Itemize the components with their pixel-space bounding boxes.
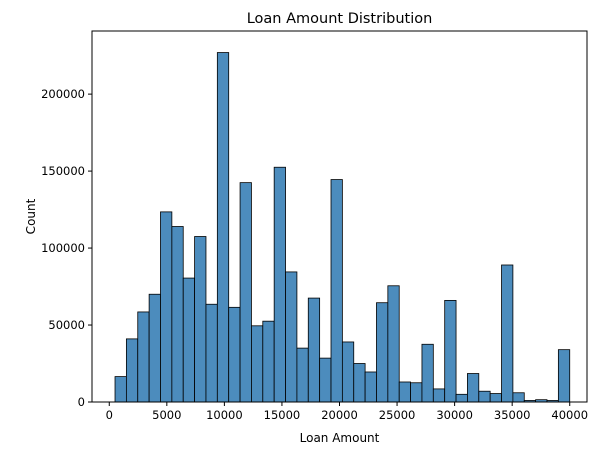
histogram-bar [182, 277, 195, 403]
histogram-bar [353, 363, 366, 403]
histogram-bar [239, 182, 252, 403]
histogram-bar [398, 381, 411, 403]
histogram-bar [557, 349, 571, 403]
histogram-bar [194, 236, 207, 403]
y-tick-label: 100000 [41, 241, 85, 255]
y-tick-label: 50000 [48, 318, 85, 332]
x-tick-label: 30000 [436, 408, 473, 422]
y-axis-label: Count [24, 198, 38, 234]
y-tick-label: 150000 [41, 164, 85, 178]
histogram-bar [489, 393, 502, 403]
x-tick-label: 0 [106, 408, 113, 422]
histogram-bar [410, 382, 423, 403]
histogram-bar [137, 311, 150, 403]
histogram-bar [421, 343, 434, 403]
histogram-bar [341, 341, 355, 403]
histogram-bar [455, 393, 468, 403]
y-tick-label: 200000 [41, 87, 85, 101]
histogram-bar [376, 302, 389, 403]
histogram-bar [273, 166, 286, 403]
x-tick-label: 10000 [206, 408, 243, 422]
histogram-bar [228, 306, 241, 403]
histogram-bar [330, 179, 343, 403]
x-tick-label: 25000 [379, 408, 416, 422]
x-tick-label: 15000 [264, 408, 301, 422]
histogram-bar [296, 347, 309, 403]
y-tick-label: 0 [78, 395, 85, 409]
histogram-bar [285, 271, 298, 403]
histogram-bar [432, 388, 446, 403]
x-tick-label: 35000 [494, 408, 531, 422]
histogram-bar [307, 297, 321, 403]
histogram-bar [262, 320, 275, 403]
x-axis: 0 5000 10000 15000 20000 25000 30000 35000 40000 [106, 402, 588, 422]
histogram-bar [467, 373, 480, 403]
histogram-bar [478, 390, 491, 403]
histogram-bar [216, 52, 230, 403]
y-axis: 0 50000 100000 150000 200000 [41, 87, 92, 409]
histogram-bar [171, 226, 184, 403]
x-tick-label: 20000 [321, 408, 358, 422]
bars-group [114, 52, 571, 403]
histogram-bar [114, 376, 127, 403]
histogram-bar [205, 303, 218, 403]
histogram-bar [125, 338, 139, 403]
x-axis-label: Loan Amount [300, 431, 380, 445]
histogram-bar [364, 371, 377, 403]
histogram-bar [444, 299, 457, 403]
histogram-bar [319, 357, 332, 403]
histogram-bar [512, 392, 525, 403]
x-tick-label: 40000 [551, 408, 588, 422]
chart-title: Loan Amount Distribution [247, 11, 433, 27]
histogram-bar [148, 293, 161, 403]
x-tick-label: 5000 [152, 408, 181, 422]
histogram-bar [251, 325, 264, 403]
histogram-bar [160, 211, 173, 403]
histogram-bar [387, 285, 400, 403]
histogram-bar [501, 264, 514, 403]
